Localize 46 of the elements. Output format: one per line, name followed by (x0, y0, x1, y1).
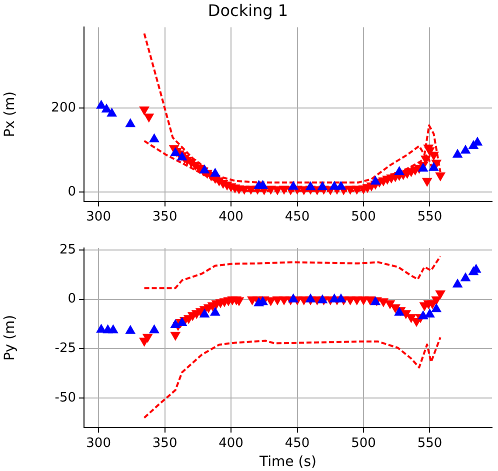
x-tick-label: 550 (417, 436, 442, 451)
x-tick-label: 500 (351, 210, 376, 225)
point (460, 144, 471, 154)
point (96, 100, 106, 109)
point (170, 332, 181, 341)
line-series (143, 255, 442, 290)
point (406, 314, 416, 324)
x-tick-label: 400 (218, 210, 244, 225)
y-axis-title: Px (m) (2, 91, 18, 138)
point (336, 180, 346, 190)
x-tick-label: 550 (417, 210, 442, 225)
point (452, 148, 463, 158)
y-tick-label: -25 (54, 341, 76, 356)
y-tick-label: -50 (54, 390, 76, 406)
x-tick-label: 350 (152, 436, 178, 451)
point (258, 180, 268, 189)
point (149, 133, 160, 142)
y-tick-label: 25 (59, 242, 76, 258)
x-axis-title: Time (s) (258, 454, 316, 470)
y-axis-title: Py (m) (2, 314, 18, 361)
point (199, 164, 210, 174)
point (435, 290, 446, 300)
point (106, 108, 118, 117)
point (125, 118, 136, 128)
point (428, 162, 439, 171)
point (288, 180, 298, 190)
chart-title: Docking 1 (208, 0, 288, 20)
x-tick-label: 450 (284, 436, 310, 451)
point (142, 334, 153, 343)
point (101, 103, 112, 112)
point (305, 181, 316, 190)
point (378, 298, 389, 308)
point (210, 168, 220, 177)
x-tick-label: 300 (86, 210, 111, 225)
point (394, 166, 404, 176)
y-tick-label: 0 (68, 292, 76, 307)
line-series (143, 336, 442, 419)
x-tick-label: 300 (86, 436, 111, 451)
x-tick-label: 400 (218, 436, 244, 451)
x-tick-label: 450 (284, 210, 310, 225)
x-tick-label: 500 (351, 436, 376, 451)
point (370, 176, 381, 185)
y-tick-label: 200 (51, 100, 76, 116)
point (317, 181, 328, 190)
x-tick-label: 350 (152, 210, 178, 225)
y-tick-label: 0 (68, 184, 76, 200)
